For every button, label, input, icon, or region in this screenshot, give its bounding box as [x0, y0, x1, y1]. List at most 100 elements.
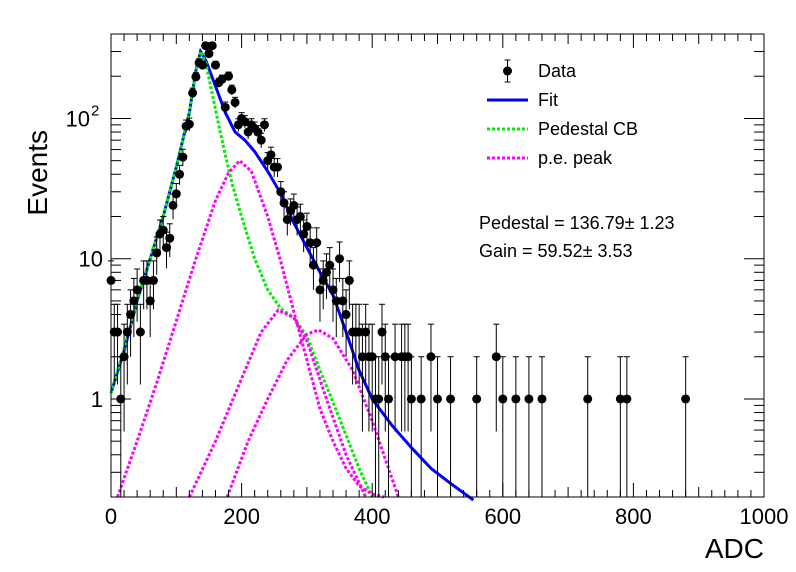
- x-tick-label: 1000: [740, 504, 789, 529]
- data-marker: [524, 394, 534, 404]
- data-marker: [145, 296, 155, 306]
- fit-result-text: Gain = 59.52± 3.53: [479, 241, 633, 261]
- fit-result-label: Gain: [479, 241, 517, 261]
- data-marker: [537, 394, 547, 404]
- data-marker: [289, 200, 299, 210]
- data-marker: [256, 135, 266, 145]
- data-marker: [259, 120, 269, 130]
- data-marker: [380, 352, 390, 362]
- data-marker: [191, 72, 201, 82]
- data-point: [253, 125, 263, 140]
- data-marker: [295, 211, 305, 221]
- data-marker: [312, 238, 322, 248]
- legend-label: Data: [538, 61, 577, 81]
- data-point: [178, 148, 188, 167]
- data-point: [119, 323, 129, 432]
- data-marker: [188, 88, 198, 98]
- data-point: [191, 72, 201, 82]
- legend-label: Pedestal CB: [538, 119, 638, 139]
- data-point: [384, 356, 394, 497]
- data-marker: [390, 352, 400, 362]
- data-marker: [273, 162, 283, 172]
- data-point: [122, 303, 132, 385]
- data-point: [295, 203, 305, 232]
- fit-result-equals: =: [517, 241, 538, 261]
- data-point: [207, 41, 217, 51]
- data-point: [390, 323, 400, 432]
- data-point: [132, 268, 142, 322]
- data-point: [279, 191, 289, 217]
- pedestal-cb-curve: [109, 47, 374, 498]
- x-tick-label: 800: [615, 504, 652, 529]
- data-point: [289, 193, 299, 220]
- data-point: [328, 268, 338, 322]
- x-tick-label: 0: [105, 504, 117, 529]
- data-marker: [165, 233, 175, 243]
- data-marker: [446, 394, 456, 404]
- fit-result-label: Pedestal: [479, 213, 549, 233]
- legend-entry: p.e. peak: [487, 148, 613, 168]
- data-point: [433, 356, 442, 497]
- data-marker: [328, 285, 338, 295]
- data-point: [416, 356, 426, 497]
- fit-result-error: 1.23: [640, 213, 675, 233]
- data-point: [266, 146, 276, 164]
- x-tick-label: 200: [223, 504, 260, 529]
- data-marker: [341, 310, 351, 320]
- data-point: [335, 241, 345, 282]
- y-tick-label: 1: [91, 387, 103, 412]
- legend-entry: Fit: [487, 90, 558, 110]
- data-point: [331, 277, 341, 338]
- data-marker: [227, 85, 237, 95]
- data-point: [302, 212, 312, 244]
- data-point: [377, 303, 387, 385]
- data-point: [622, 356, 632, 497]
- y-axis-label: Events: [22, 130, 53, 216]
- data-point: [318, 260, 328, 310]
- data-marker: [299, 229, 309, 239]
- legend: Data Fit Pedestal CB p.e. peak: [487, 59, 638, 168]
- data-marker: [201, 41, 211, 51]
- data-marker: [583, 394, 593, 404]
- data-point: [374, 356, 384, 497]
- data-marker: [331, 296, 341, 306]
- data-point: [165, 223, 175, 258]
- data-marker: [318, 275, 328, 285]
- legend-label: Fit: [538, 90, 558, 110]
- data-marker: [129, 296, 139, 306]
- data-point: [338, 277, 348, 338]
- data-marker: [266, 150, 276, 160]
- data-marker: [511, 394, 521, 404]
- data-point: [615, 356, 625, 497]
- data-point: [491, 323, 501, 432]
- data-point: [361, 303, 371, 385]
- data-point: [256, 132, 266, 148]
- data-point: [354, 303, 364, 385]
- data-marker: [126, 310, 136, 320]
- data-marker: [325, 260, 335, 270]
- data-marker: [615, 394, 625, 404]
- data-point: [224, 71, 234, 81]
- fit-result-text: Pedestal = 136.79± 1.23: [479, 213, 675, 233]
- data-marker: [162, 243, 172, 253]
- data-point: [230, 96, 240, 109]
- data-marker: [681, 394, 691, 404]
- data-marker: [152, 248, 162, 258]
- data-marker: [207, 41, 217, 51]
- data-point: [344, 260, 354, 310]
- data-point: [426, 323, 436, 432]
- data-marker: [344, 275, 354, 285]
- data-point: [227, 84, 237, 95]
- x-axis-label: ADC: [705, 533, 764, 564]
- data-point: [312, 227, 322, 263]
- data-marker: [243, 127, 253, 137]
- data-marker: [406, 394, 416, 404]
- data-point: [148, 260, 158, 310]
- data-marker: [276, 187, 286, 197]
- data-marker: [175, 169, 185, 179]
- fit-results: Pedestal = 136.79± 1.23 Gain = 59.52± 3.5…: [479, 213, 675, 261]
- data-point: [135, 303, 145, 385]
- data-marker: [253, 127, 263, 137]
- data-point: [406, 356, 416, 497]
